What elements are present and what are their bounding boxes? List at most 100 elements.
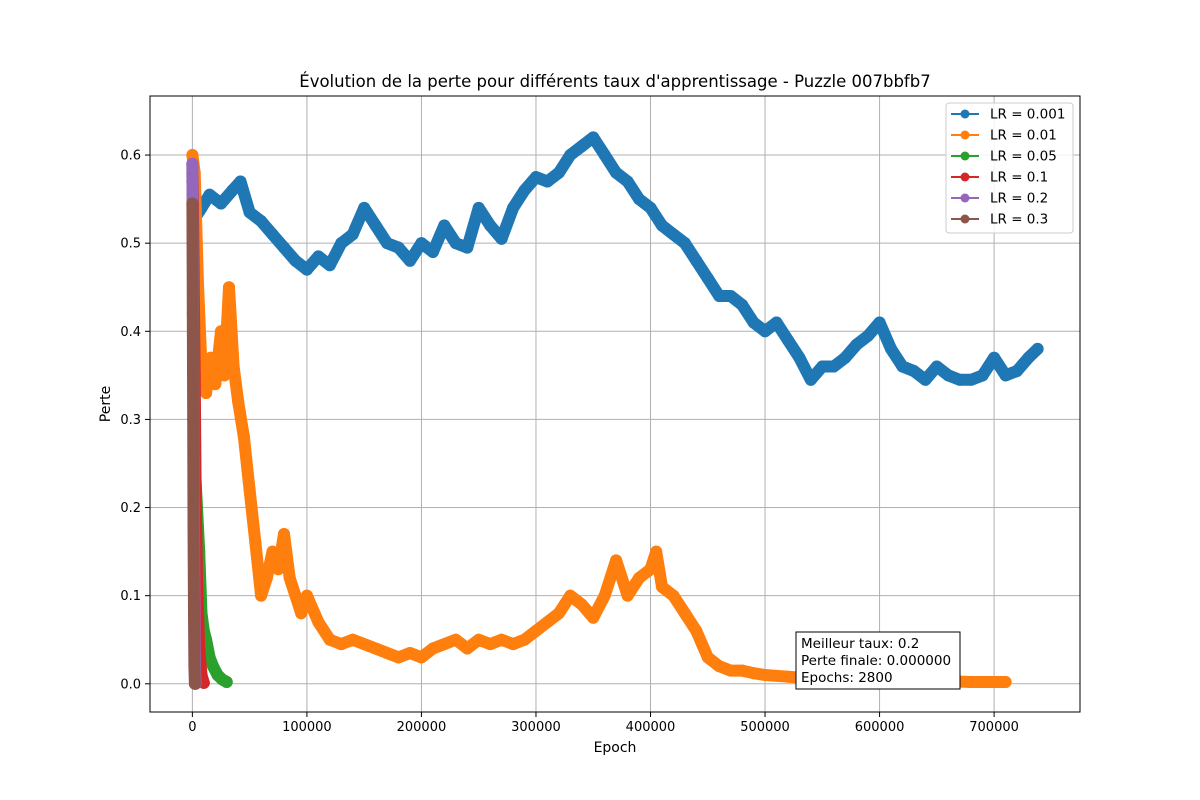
data-point [358, 201, 371, 214]
data-point [495, 232, 508, 245]
data-point [781, 334, 794, 347]
data-point [621, 175, 634, 188]
x-tick-label: 500000 [740, 720, 790, 735]
plot-area [186, 131, 1044, 690]
data-point [415, 237, 428, 250]
data-point [793, 351, 806, 364]
data-point [587, 131, 600, 144]
data-point [1011, 364, 1024, 377]
axes-frame [149, 95, 1081, 713]
data-point [415, 651, 428, 664]
y-tick-label: 0.6 [120, 149, 141, 164]
data-point [186, 157, 199, 170]
data-point [759, 668, 772, 681]
data-point [564, 589, 577, 602]
data-point [255, 589, 268, 602]
data-point [472, 633, 485, 646]
y-tick-label: 0.2 [120, 501, 141, 516]
data-point [206, 660, 219, 673]
data-point [552, 607, 565, 620]
data-point [1022, 351, 1035, 364]
data-point [615, 572, 628, 585]
data-point [187, 607, 200, 620]
data-point [426, 245, 439, 258]
data-point [965, 373, 978, 386]
legend-label: LR = 0.3 [990, 212, 1048, 228]
data-point [747, 316, 760, 329]
data-point [369, 219, 382, 232]
data-point [369, 642, 382, 655]
data-point [188, 677, 201, 690]
annotation-frame [795, 631, 961, 690]
data-point [495, 633, 508, 646]
data-point [223, 281, 236, 294]
data-point [678, 607, 691, 620]
legend-marker [960, 214, 970, 224]
y-axis-label: Perte [98, 386, 114, 422]
data-point [289, 589, 302, 602]
data-point [907, 364, 920, 377]
data-point [249, 536, 262, 549]
data-point [988, 351, 1001, 364]
data-point [759, 325, 772, 338]
series-5 [186, 197, 201, 690]
x-tick-label: 700000 [969, 720, 1019, 735]
data-point [529, 171, 542, 184]
data-point [243, 483, 256, 496]
series-line [186, 197, 201, 690]
data-point [300, 263, 313, 276]
legend-marker [960, 130, 970, 140]
data-point [266, 228, 279, 241]
data-point [724, 664, 737, 677]
data-point [215, 325, 228, 338]
data-point [1031, 342, 1044, 355]
y-tick-label: 0.3 [120, 413, 141, 428]
chart-title: Évolution de la perte pour différents ta… [299, 72, 930, 91]
legend-marker [960, 151, 970, 161]
data-point [667, 589, 680, 602]
x-axis: 0 100000 200000 300000 400000 500000 600000 700… [188, 712, 1019, 735]
data-point [507, 201, 520, 214]
data-point [644, 201, 657, 214]
x-tick-label: 300000 [511, 720, 561, 735]
data-point [885, 342, 898, 355]
data-point [564, 149, 577, 162]
data-point [690, 254, 703, 267]
data-point [650, 545, 663, 558]
data-point [266, 545, 279, 558]
data-point [312, 250, 325, 263]
data-point [965, 676, 978, 689]
x-tick-label: 100000 [282, 720, 332, 735]
data-point [346, 633, 359, 646]
data-point [518, 633, 531, 646]
data-point [438, 219, 451, 232]
data-point [323, 259, 336, 272]
data-point [678, 237, 691, 250]
data-point [272, 563, 285, 576]
data-point [226, 184, 239, 197]
data-point [507, 638, 520, 651]
y-tick-label: 0.1 [120, 589, 141, 604]
data-point [724, 290, 737, 303]
data-point [518, 184, 531, 197]
data-point [278, 241, 291, 254]
data-point [426, 642, 439, 655]
y-tick-label: 0.5 [120, 237, 141, 252]
data-point [358, 638, 371, 651]
legend: LR = 0.001 LR = 0.01 LR = 0.05 LR = 0.1 LR =… [945, 102, 1074, 234]
data-point [736, 298, 749, 311]
data-point [232, 395, 245, 408]
data-point [243, 206, 256, 219]
data-point [598, 149, 611, 162]
data-point [781, 670, 794, 683]
legend-label: LR = 0.1 [990, 170, 1048, 186]
data-point [461, 241, 474, 254]
data-point [260, 572, 273, 585]
data-point [472, 201, 485, 214]
data-point [484, 219, 497, 232]
data-point [541, 616, 554, 629]
annotation-box: Meilleur taux: 0.2 Perte finale: 0.00000… [795, 631, 961, 690]
data-point [988, 676, 1001, 689]
data-point [713, 290, 726, 303]
